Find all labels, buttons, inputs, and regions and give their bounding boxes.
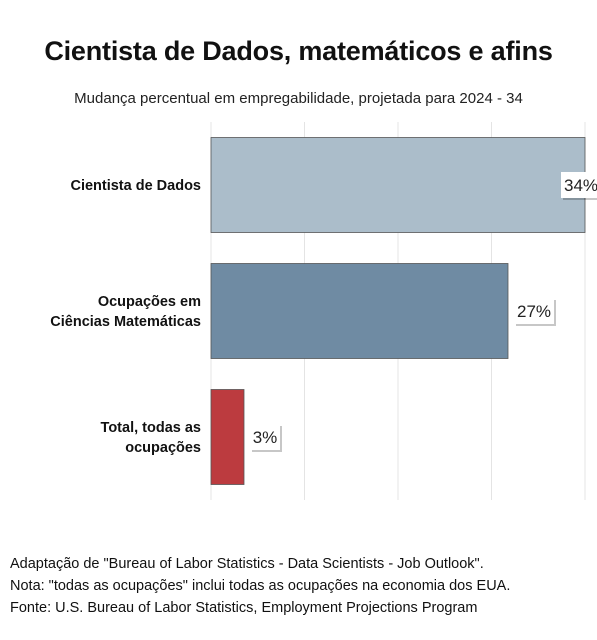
data-label-box <box>561 172 597 198</box>
bar-chart: 34% 27% 3% Cientista de Dados Ocupações em C… <box>50 122 597 500</box>
bar <box>210 263 509 359</box>
source-note: Fonte: U.S. Bureau of Labor Statistics, … <box>10 600 478 616</box>
data-label-text: 27% <box>517 302 551 321</box>
category-label: Cientista de Dados <box>70 178 201 194</box>
adaptation-note: Adaptação de "Bureau of Labor Statistics… <box>10 556 484 572</box>
data-label-text: 34% <box>564 176 597 195</box>
data-label: 27% <box>514 298 556 326</box>
data-label-box <box>514 298 554 324</box>
bar <box>210 389 245 485</box>
chart-title: Cientista de Dados, matemáticos e afins <box>44 36 553 66</box>
category-label: Total, todas as ocupações <box>101 420 201 456</box>
chart-subtitle: Mudança percentual em empregabilidade, p… <box>74 90 523 107</box>
bars <box>210 137 586 485</box>
bar <box>210 137 586 233</box>
data-label-text: 3% <box>253 428 278 447</box>
data-label-box <box>250 424 280 450</box>
data-label: 34% <box>561 172 597 200</box>
data-labels: 34% 27% 3% <box>250 172 597 452</box>
category-labels: Cientista de Dados Ocupações em Ciências M… <box>50 178 201 456</box>
category-label: Ocupações em Ciências Matemáticas <box>50 294 201 330</box>
chart-notes: Adaptação de "Bureau of Labor Statistics… <box>10 553 510 619</box>
scope-note: Nota: "todas as ocupações" inclui todas … <box>10 578 511 594</box>
data-label: 3% <box>250 424 282 452</box>
